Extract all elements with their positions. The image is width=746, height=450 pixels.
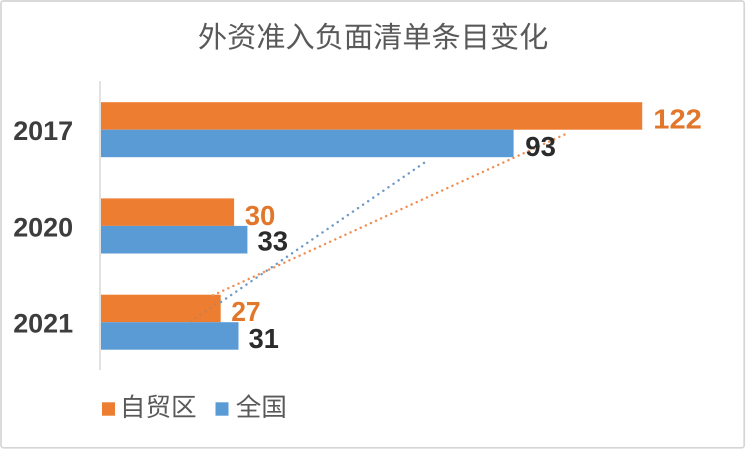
svg-text:122: 122	[653, 104, 702, 135]
svg-text:31: 31	[249, 323, 279, 354]
svg-text:2017: 2017	[13, 115, 73, 146]
svg-text:93: 93	[525, 131, 556, 162]
svg-text:33: 33	[258, 226, 289, 257]
svg-text:30: 30	[245, 200, 276, 231]
svg-text:2020: 2020	[13, 211, 73, 242]
svg-text:2021: 2021	[13, 308, 73, 339]
svg-text:27: 27	[231, 296, 260, 327]
